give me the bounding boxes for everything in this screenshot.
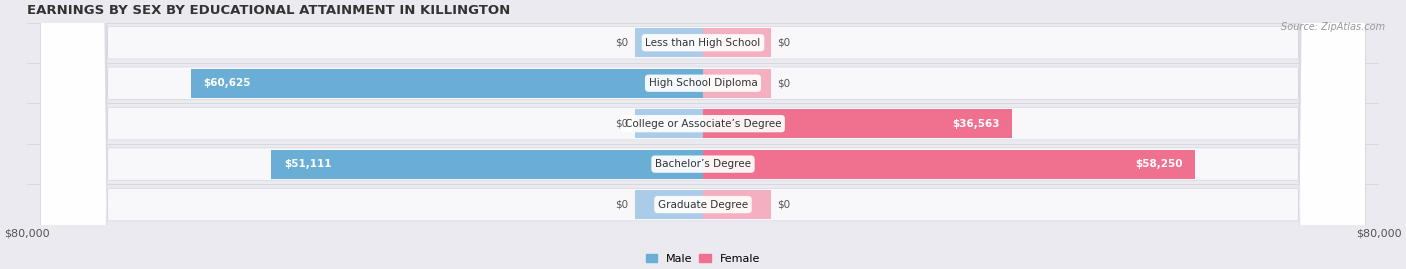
Text: $0: $0: [616, 200, 628, 210]
Text: $0: $0: [616, 38, 628, 48]
FancyBboxPatch shape: [41, 0, 1365, 269]
Bar: [703, 190, 770, 219]
FancyBboxPatch shape: [41, 0, 1365, 269]
Text: $0: $0: [778, 38, 790, 48]
Text: $36,563: $36,563: [952, 119, 1000, 129]
Text: $0: $0: [778, 78, 790, 88]
Text: Source: ZipAtlas.com: Source: ZipAtlas.com: [1281, 22, 1385, 31]
Text: College or Associate’s Degree: College or Associate’s Degree: [624, 119, 782, 129]
Legend: Male, Female: Male, Female: [647, 254, 759, 264]
Bar: [703, 69, 770, 98]
Text: High School Diploma: High School Diploma: [648, 78, 758, 88]
Text: $0: $0: [616, 119, 628, 129]
Bar: [636, 190, 703, 219]
Text: $58,250: $58,250: [1135, 159, 1182, 169]
Bar: [703, 109, 1012, 138]
Bar: [703, 150, 1195, 179]
Text: $0: $0: [778, 200, 790, 210]
Text: EARNINGS BY SEX BY EDUCATIONAL ATTAINMENT IN KILLINGTON: EARNINGS BY SEX BY EDUCATIONAL ATTAINMEN…: [27, 4, 510, 17]
FancyBboxPatch shape: [41, 0, 1365, 269]
Bar: [636, 109, 703, 138]
Text: Graduate Degree: Graduate Degree: [658, 200, 748, 210]
Text: $60,625: $60,625: [204, 78, 250, 88]
FancyBboxPatch shape: [41, 0, 1365, 269]
Text: $51,111: $51,111: [284, 159, 332, 169]
Bar: [703, 28, 770, 57]
Text: Bachelor’s Degree: Bachelor’s Degree: [655, 159, 751, 169]
Bar: [191, 69, 703, 98]
Bar: [636, 28, 703, 57]
Text: Less than High School: Less than High School: [645, 38, 761, 48]
FancyBboxPatch shape: [41, 0, 1365, 269]
Bar: [271, 150, 703, 179]
